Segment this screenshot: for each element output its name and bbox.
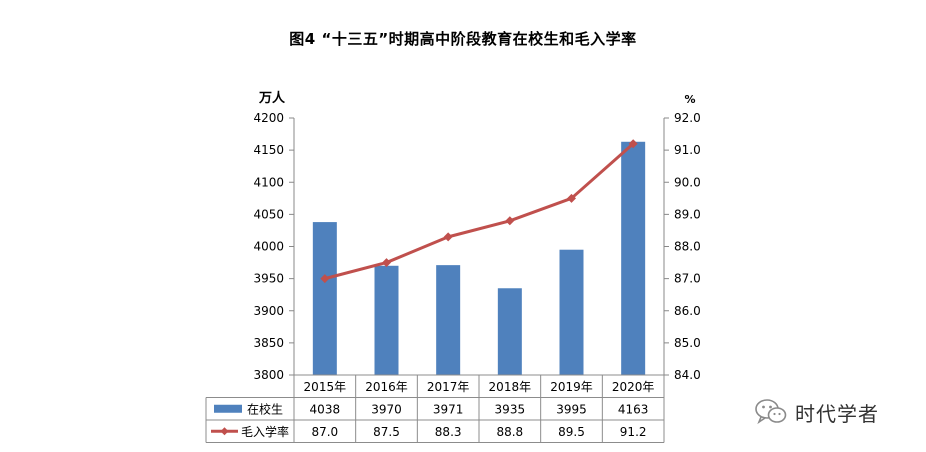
category-label: 2020年 — [612, 380, 655, 394]
table-value-enrollment: 3970 — [371, 403, 402, 417]
right-tick-label: 92.0 — [674, 111, 701, 125]
legend-bar-label: 在校生 — [247, 402, 283, 417]
line-point — [505, 216, 515, 226]
table-value-enrollment: 3995 — [556, 403, 587, 417]
right-tick-label: 90.0 — [674, 175, 701, 189]
left-tick-label: 4100 — [253, 175, 284, 189]
wechat-icon — [755, 399, 787, 425]
table-value-rate: 91.2 — [620, 425, 647, 439]
left-tick-label: 4000 — [253, 240, 284, 254]
bar — [559, 249, 584, 375]
right-tick-label: 86.0 — [674, 304, 701, 318]
bar — [621, 141, 646, 375]
table-value-rate: 89.5 — [558, 425, 585, 439]
left-tick-label: 3950 — [253, 272, 284, 286]
watermark-text: 时代学者 — [795, 401, 879, 426]
left-tick-label: 4050 — [253, 207, 284, 221]
table-value-rate: 88.3 — [435, 425, 462, 439]
line-point — [567, 193, 576, 203]
left-tick-label: 3900 — [253, 304, 284, 318]
table-value-rate: 88.8 — [496, 425, 523, 439]
right-tick-label: 89.0 — [674, 207, 701, 221]
bar — [374, 265, 399, 375]
right-tick-label: 91.0 — [674, 143, 701, 157]
right-tick-label: 85.0 — [674, 336, 701, 350]
bar — [312, 222, 337, 375]
chart-title: 图4 “十三五”时期高中阶段教育在校生和毛入学率 — [289, 30, 637, 48]
right-tick-label: 87.0 — [674, 272, 701, 286]
legend-bar-swatch — [214, 404, 242, 413]
table-value-rate: 87.0 — [311, 425, 338, 439]
table-value-enrollment: 3971 — [433, 403, 464, 417]
table-value-enrollment: 4163 — [618, 403, 649, 417]
category-label: 2019年 — [550, 380, 593, 394]
left-axis-unit: 万人 — [258, 90, 286, 106]
line-point — [382, 258, 391, 268]
category-label: 2015年 — [304, 380, 347, 394]
left-tick-label: 3850 — [253, 336, 284, 350]
left-tick-label: 3800 — [253, 368, 284, 382]
bar — [436, 265, 461, 375]
line-point — [628, 139, 638, 149]
category-label: 2016年 — [365, 380, 408, 394]
category-label: 2018年 — [489, 380, 532, 394]
table-value-enrollment: 3935 — [495, 403, 526, 417]
right-tick-label: 84.0 — [674, 368, 701, 382]
category-label: 2017年 — [427, 380, 470, 394]
table-value-rate: 87.5 — [373, 425, 400, 439]
rate-line — [324, 142, 635, 281]
legend-line-marker — [220, 427, 229, 436]
line-point — [443, 232, 453, 242]
right-axis-unit: % — [684, 93, 695, 106]
right-tick-label: 88.0 — [674, 240, 701, 254]
left-tick-label: 4200 — [253, 111, 284, 125]
table-value-enrollment: 4038 — [310, 403, 341, 417]
bar — [497, 288, 522, 375]
watermark: 时代学者 — [755, 395, 879, 429]
left-tick-label: 4150 — [253, 143, 284, 157]
legend-line-label: 毛入学率 — [241, 424, 289, 439]
line-point — [320, 274, 330, 284]
